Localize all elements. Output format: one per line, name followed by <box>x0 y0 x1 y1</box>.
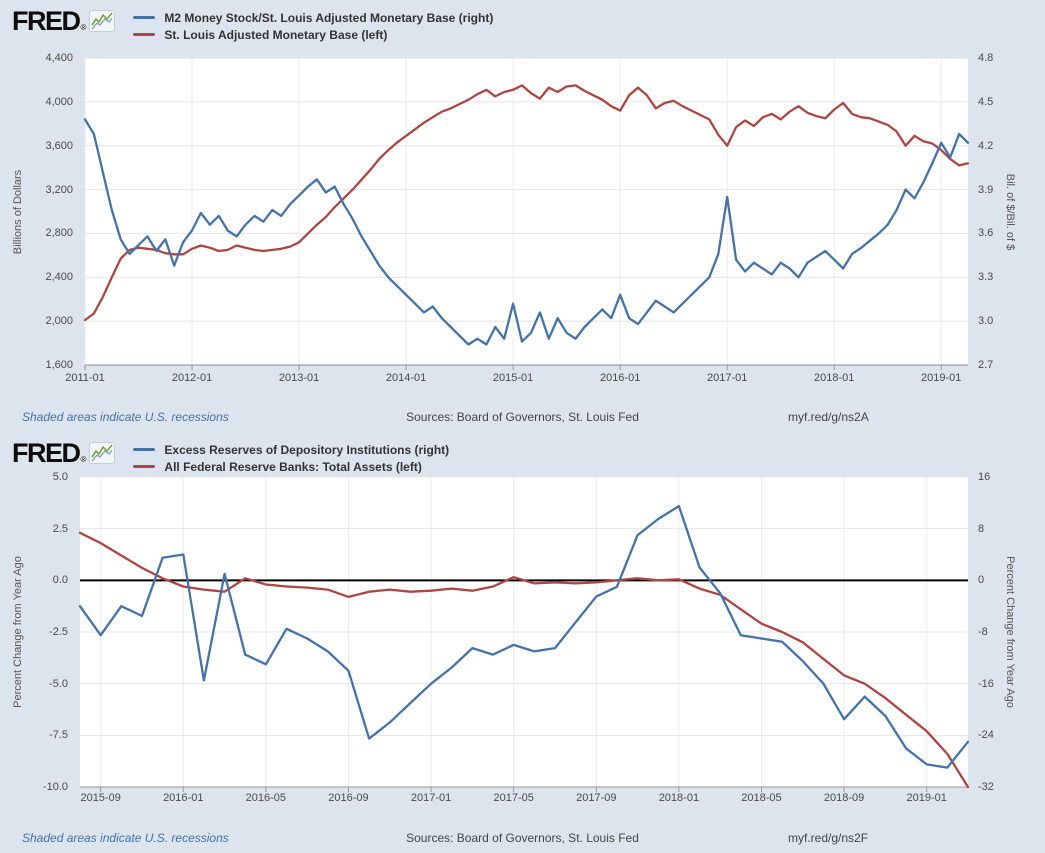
legend-label: St. Louis Adjusted Monetary Base (left) <box>164 27 388 42</box>
fred-logo-text: FRED <box>12 438 81 468</box>
x-tick-label: 2012-01 <box>171 372 213 384</box>
x-tick-label: 2016-01 <box>599 372 641 384</box>
right-axis-tick-label: 3.9 <box>978 183 994 196</box>
legend-swatch-red <box>133 33 156 36</box>
right-axis-tick-label: 2.7 <box>978 359 994 371</box>
permalink[interactable]: myf.red/g/ns2A <box>788 410 869 424</box>
plot-area <box>83 57 970 370</box>
x-tick-label: 2017-01 <box>410 792 452 804</box>
right-axis-tick-label: 3.0 <box>978 315 994 328</box>
legend-swatch-blue <box>133 16 156 19</box>
right-axis-tick-label: 3.6 <box>978 227 994 240</box>
left-axis-tick-label: 2,400 <box>45 271 73 284</box>
legend-swatch-red <box>133 465 156 468</box>
left-axis-tick-label: 2.5 <box>52 522 68 535</box>
fred-logo[interactable]: FRED ® <box>12 438 116 468</box>
legend-label: Excess Reserves of Depository Institutio… <box>164 442 450 457</box>
legend: Excess Reserves of Depository Institutio… <box>133 440 449 475</box>
left-axis-tick-label: 0.0 <box>52 574 68 587</box>
left-axis-tick-label: -7.5 <box>49 729 68 742</box>
chart-panel-monetary-base: FRED ® M2 Money Stock/St. Louis Adjusted… <box>0 8 1045 428</box>
legend-label: M2 Money Stock/St. Louis Adjusted Moneta… <box>164 10 494 25</box>
right-axis-tick-label: 4.8 <box>978 52 994 64</box>
left-axis-tick-label: -2.5 <box>49 626 68 638</box>
x-tick-label: 2016-05 <box>245 792 287 804</box>
chart-header: FRED ® M2 Money Stock/St. Louis Adjusted… <box>12 8 493 43</box>
x-tick-label: 2017-05 <box>493 792 534 804</box>
x-tick-label: 2018-05 <box>741 792 782 804</box>
left-axis-tick-label: 2,800 <box>45 227 73 240</box>
x-tick-label: 2018-09 <box>823 792 865 804</box>
series-line-m2-money-stock-st-louis-adjusted-monetary-base-right <box>83 118 970 346</box>
chart-footer: Shaded areas indicate U.S. recessions So… <box>0 831 1045 849</box>
legend-item: Excess Reserves of Depository Institutio… <box>133 441 449 458</box>
x-tick-label: 2018-01 <box>814 372 855 384</box>
legend-item: All Federal Reserve Banks: Total Assets … <box>133 458 449 475</box>
chart-panel-reserves-assets: FRED ® Excess Reserves of Depository Ins… <box>0 432 1045 853</box>
x-tick-label: 2013-01 <box>278 372 320 384</box>
fred-logo-chart-icon <box>89 10 116 32</box>
legend-swatch-blue <box>133 448 156 451</box>
x-tick-label: 2019-01 <box>921 372 962 384</box>
sources-text: Sources: Board of Governors, St. Louis F… <box>406 410 639 424</box>
chart-header: FRED ® Excess Reserves of Depository Ins… <box>12 440 449 475</box>
fred-logo-text: FRED <box>12 6 81 36</box>
recession-note: Shaded areas indicate U.S. recessions <box>22 410 229 424</box>
right-axis-tick-label: 0 <box>978 574 985 587</box>
x-tick-label: 2015-09 <box>80 792 121 804</box>
right-axis-tick-label: 4.2 <box>978 139 994 152</box>
series-line-excess-reserves-of-depository-institutions-right <box>78 504 970 769</box>
left-axis-tick-label: 1,600 <box>45 359 73 371</box>
series-line-st-louis-adjusted-monetary-base-left <box>83 84 970 322</box>
right-axis-tick-label: -8 <box>978 626 988 638</box>
x-tick-label: 2017-01 <box>706 372 748 384</box>
left-axis-title: Billions of Dollars <box>12 169 24 254</box>
right-axis-title: Percent Change from Year Ago <box>1004 556 1016 708</box>
left-axis-tick-label: 5.0 <box>52 471 68 483</box>
legend: M2 Money Stock/St. Louis Adjusted Moneta… <box>133 8 493 43</box>
left-axis-tick-label: 4,000 <box>45 95 73 108</box>
permalink[interactable]: myf.red/g/ns2F <box>788 831 869 845</box>
left-axis-tick-label: 4,400 <box>45 52 73 64</box>
fred-logo-chart-icon <box>89 442 116 464</box>
x-tick-label: 2011-01 <box>65 372 105 384</box>
recession-note: Shaded areas indicate U.S. recessions <box>22 831 229 845</box>
legend-item: M2 Money Stock/St. Louis Adjusted Moneta… <box>133 9 493 26</box>
x-tick-label: 2016-01 <box>163 792 204 804</box>
right-axis-tick-label: 3.3 <box>978 271 994 284</box>
left-axis-tick-label: -10.0 <box>42 781 68 793</box>
left-axis-tick-label: -5.0 <box>49 677 68 690</box>
left-axis-tick-label: 3,200 <box>45 183 73 196</box>
x-tick-label: 2018-01 <box>658 792 700 804</box>
left-axis-tick-label: 2,000 <box>45 315 73 328</box>
sources-text: Sources: Board of Governors, St. Louis F… <box>406 831 639 845</box>
right-axis-tick-label: 4.5 <box>978 95 994 108</box>
fred-logo[interactable]: FRED ® <box>12 6 116 36</box>
legend-label: All Federal Reserve Banks: Total Assets … <box>164 459 422 474</box>
plot-area <box>78 476 970 792</box>
right-axis-title: Bil. of $/Bil. of $ <box>1004 173 1016 250</box>
x-tick-label: 2015-01 <box>492 372 534 384</box>
x-tick-label: 2016-09 <box>328 792 369 804</box>
chart-footer: Shaded areas indicate U.S. recessions So… <box>0 410 1045 428</box>
right-axis-tick-label: -32 <box>978 781 994 793</box>
registered-mark: ® <box>80 23 87 32</box>
right-axis-tick-label: -16 <box>978 677 994 690</box>
x-tick-label: 2014-01 <box>385 372 427 384</box>
right-axis-tick-label: 8 <box>978 522 985 535</box>
x-tick-label: 2019-01 <box>906 792 947 804</box>
left-axis-tick-label: 3,600 <box>45 139 73 152</box>
right-axis-tick-label: -24 <box>978 729 994 742</box>
right-axis-tick-label: 16 <box>978 471 991 483</box>
registered-mark: ® <box>80 455 87 464</box>
plot-background <box>85 58 968 365</box>
legend-item: St. Louis Adjusted Monetary Base (left) <box>133 26 493 43</box>
x-tick-label: 2017-09 <box>576 792 617 804</box>
